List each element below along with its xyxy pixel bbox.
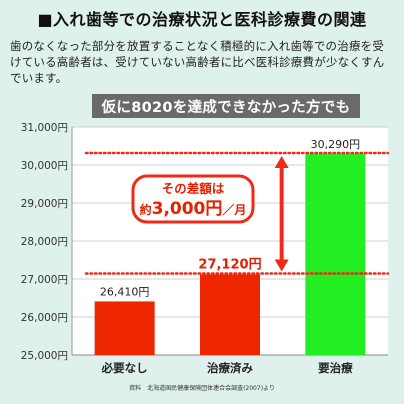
y-tick-label: 27,000円 (21, 274, 68, 286)
x-tick-label: 要治療 (318, 361, 353, 375)
y-tick-label: 28,000円 (21, 236, 68, 248)
callout-amount: 3,000円 (152, 199, 223, 219)
y-tick-label: 26,000円 (21, 312, 68, 324)
bar-value-label: 30,290円 (311, 138, 361, 151)
bar-value-label: 26,410円 (100, 285, 150, 298)
y-tick-label: 25,000円 (21, 350, 68, 362)
page-title: ■入れ歯等での治療状況と医科診療費の関連 (37, 10, 367, 29)
arrow-head-up-icon (274, 155, 289, 168)
banner-label: 仮に8020を達成できなかった方でも (92, 94, 360, 118)
bar (305, 153, 366, 355)
callout-prefix: 約 (140, 202, 152, 217)
bar (200, 274, 260, 355)
bar-value-label: 27,120円 (198, 257, 261, 272)
callout-line1: その差額は (162, 181, 225, 196)
source-note: 資料 北海道国民健康保険団体連合会調査(2007)より (129, 385, 275, 392)
bar (94, 301, 155, 355)
difference-callout (131, 174, 255, 224)
callout-suffix: ／月 (222, 202, 246, 217)
y-tick-label: 29,000円 (21, 198, 68, 210)
y-tick-label: 30,000円 (21, 160, 68, 172)
description-text: 歯のなくなった部分を放置することなく積極的に入れ歯等での治療を受けている高齢者は… (10, 39, 385, 85)
arrow-head-down-icon (274, 259, 289, 272)
callout-line2: 約3,000円／月 (140, 199, 247, 219)
x-tick-label: 必要なし (101, 361, 148, 375)
x-tick-label: 治療済み (207, 361, 253, 375)
y-tick-label: 31,000円 (21, 122, 68, 134)
